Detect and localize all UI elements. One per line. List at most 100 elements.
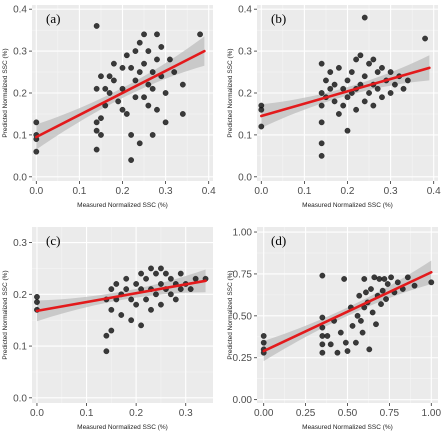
panel-label: (b) [271, 11, 286, 26]
data-point [118, 312, 125, 318]
data-point [353, 106, 359, 113]
data-point [192, 275, 199, 282]
y-tick-label: 0.2 [238, 89, 252, 100]
data-point [357, 52, 364, 59]
data-point [331, 98, 338, 105]
data-point [354, 312, 361, 319]
data-point [158, 44, 165, 50]
data-point [342, 339, 349, 346]
data-point [374, 69, 381, 75]
data-point [108, 286, 115, 292]
data-point [318, 90, 325, 96]
data-point [371, 274, 378, 281]
data-point [123, 275, 130, 282]
data-point [258, 106, 265, 113]
data-point [98, 132, 104, 138]
y-tick-label: 0.0 [238, 172, 252, 183]
data-point [327, 69, 334, 75]
y-tick-label: 0.1 [13, 342, 27, 353]
data-point [376, 276, 383, 282]
data-point [381, 276, 388, 282]
y-axis-label: Predicted Normalized SSC (%) [2, 48, 9, 137]
data-point [108, 327, 115, 334]
data-point [404, 77, 411, 84]
data-point [341, 276, 347, 282]
data-point [171, 69, 178, 75]
data-point [344, 77, 351, 84]
x-tick-label: 0.25 [296, 408, 316, 419]
data-point [366, 346, 373, 353]
data-point [318, 60, 325, 67]
data-point [370, 102, 377, 109]
data-point [344, 348, 351, 354]
data-point [404, 274, 411, 281]
data-point [422, 35, 428, 42]
data-point [149, 69, 156, 75]
y-tick-label: 0.3 [238, 47, 252, 58]
data-point [387, 90, 394, 96]
y-tick-label: 1.00 [233, 228, 253, 239]
data-point [187, 286, 194, 292]
data-point [143, 275, 149, 282]
x-tick-label: 0.00 [254, 408, 274, 419]
panel-d: 0.00 0.25 0.50 0.75 1.00 0.00 0.25 0.50 0.75 1.00… [227, 227, 441, 431]
data-point [388, 274, 394, 281]
y-axis-label: Predicted Normalized SSC (%) [227, 270, 234, 359]
panel-c: 0.0 0.1 0.2 0.3 0.0 0.1 0.2 0.3 (c) Measured Norm… [2, 227, 213, 431]
data-point [327, 341, 334, 348]
data-point [197, 31, 203, 38]
data-point [319, 349, 326, 356]
y-tick-label: 0.0 [13, 393, 27, 404]
data-point [353, 339, 359, 346]
data-point [323, 77, 329, 84]
data-point [143, 296, 149, 303]
y-tick-label: 0.1 [238, 130, 252, 141]
x-tick-label: 0.1 [80, 408, 94, 419]
data-point [132, 94, 139, 101]
panel-label: (d) [271, 233, 286, 248]
y-tick-label: 0.2 [13, 89, 27, 100]
data-point [136, 39, 143, 46]
data-point [145, 48, 152, 54]
data-point [319, 314, 326, 321]
data-point [133, 301, 139, 308]
y-tick-label: 0.25 [233, 353, 253, 364]
data-point [33, 148, 40, 155]
data-point [141, 94, 147, 101]
x-tick-label: 1.00 [422, 408, 442, 419]
data-point [111, 77, 117, 84]
data-point [98, 73, 104, 80]
y-tick-label: 0.0 [13, 172, 27, 183]
x-tick-label: 0.1 [297, 186, 311, 197]
data-point [318, 119, 325, 126]
panel-label: (c) [46, 233, 60, 248]
panel-b: 0.0 0.1 0.2 0.3 0.4 0.0 0.1 0.2 0.3 0.4 (b) Measure… [227, 5, 441, 209]
x-axis-label: Measured Normalized SSC (%) [302, 202, 393, 209]
data-point [369, 309, 376, 316]
regression-line [262, 270, 433, 353]
data-point [93, 85, 100, 92]
data-point [349, 323, 356, 329]
y-tick-label: 0.1 [13, 130, 27, 141]
data-point [158, 301, 164, 308]
data-point [33, 119, 40, 126]
x-tick-label: 0.50 [338, 408, 358, 419]
data-point [411, 282, 418, 289]
data-point [392, 81, 398, 88]
y-tick-label: 0.2 [13, 290, 27, 301]
data-point [98, 115, 104, 121]
data-point [344, 94, 351, 101]
data-point [363, 289, 369, 296]
data-point [154, 56, 160, 63]
data-point [158, 265, 164, 272]
data-point [258, 123, 265, 130]
data-point [172, 296, 179, 303]
regression-line [260, 66, 431, 118]
data-point [138, 270, 144, 277]
data-point [123, 52, 130, 59]
data-point [383, 296, 389, 302]
data-point [111, 60, 117, 67]
data-point [148, 265, 154, 272]
x-tick-label: 0.3 [159, 186, 173, 197]
